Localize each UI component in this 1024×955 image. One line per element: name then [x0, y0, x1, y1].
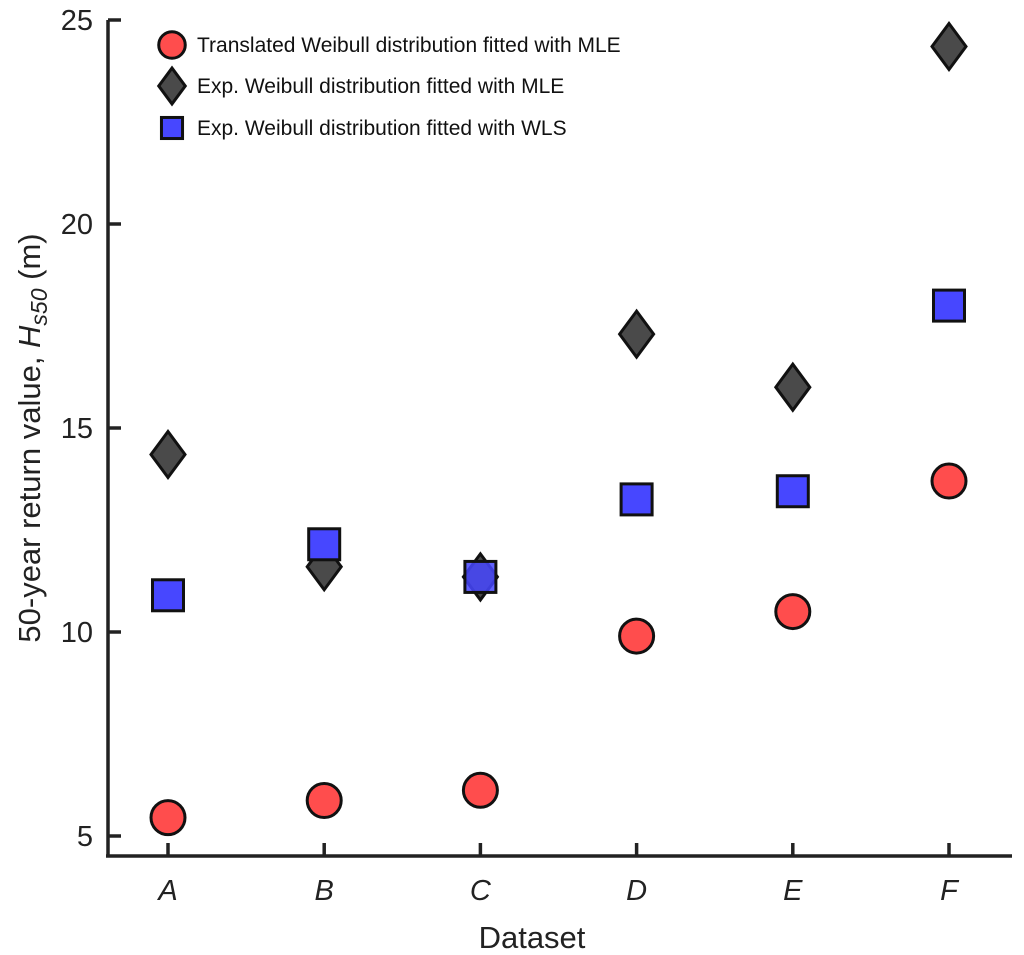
x-tick-label: C: [470, 875, 492, 907]
legend-circle-marker: [157, 30, 187, 60]
square-point-E: [775, 474, 810, 509]
circle-point-C: [461, 771, 499, 809]
x-tick-label: A: [156, 875, 177, 907]
diamond-point-A: [149, 428, 187, 481]
legend: Translated Weibull distribution fitted w…: [156, 30, 621, 141]
circle-point-E: [774, 593, 812, 631]
y-axis-title-variable: H: [12, 325, 47, 348]
y-axis-title-subscript: s50: [26, 288, 52, 325]
data-markers: [149, 20, 968, 837]
diamond-point-F: [930, 20, 968, 73]
x-tick-label: F: [940, 875, 960, 907]
diamond-point-D: [617, 308, 656, 360]
x-tick-label: B: [315, 875, 334, 907]
x-axis-title: Dataset: [479, 920, 586, 955]
legend-item: Translated Weibull distribution fitted w…: [157, 30, 621, 60]
legend-label: Exp. Weibull distribution fitted with WL…: [197, 117, 567, 140]
y-axis-title-unit: (m): [12, 233, 47, 288]
y-axis-title: 50-year return value, Hs50 (m): [12, 233, 52, 642]
square-point-B: [307, 527, 342, 562]
y-tick-label: 5: [77, 821, 93, 853]
y-tick-label: 10: [61, 617, 93, 649]
x-tick-label: D: [626, 875, 647, 907]
y-tick-label: 25: [61, 5, 93, 37]
axes: [106, 20, 1012, 858]
legend-item: Exp. Weibull distribution fitted with WL…: [159, 115, 567, 141]
legend-label: Translated Weibull distribution fitted w…: [197, 34, 621, 57]
legend-label: Exp. Weibull distribution fitted with ML…: [197, 75, 564, 98]
legend-diamond-marker: [156, 65, 188, 107]
y-ticks: 5 10 15 20 25: [61, 5, 121, 853]
circle-point-B: [305, 782, 343, 820]
legend-square-marker: [159, 115, 185, 141]
circle-point-F: [930, 462, 968, 500]
square-point-D: [619, 482, 654, 517]
y-axis-title-prefix: 50-year return value,: [12, 348, 47, 643]
x-tick-label: E: [783, 875, 803, 907]
x-ticks: A B C D E F: [156, 843, 960, 907]
series-circle: [149, 462, 968, 837]
diamond-point-E: [773, 361, 812, 413]
y-tick-label: 15: [61, 413, 93, 445]
y-tick-label: 20: [61, 209, 93, 241]
legend-item: Exp. Weibull distribution fitted with ML…: [156, 65, 564, 107]
circle-point-A: [149, 799, 187, 837]
series-square: [151, 288, 966, 613]
series-diamond: [149, 20, 968, 603]
square-point-C: [463, 559, 498, 594]
square-point-F: [932, 288, 966, 323]
square-point-A: [151, 578, 185, 613]
circle-point-D: [618, 617, 656, 655]
